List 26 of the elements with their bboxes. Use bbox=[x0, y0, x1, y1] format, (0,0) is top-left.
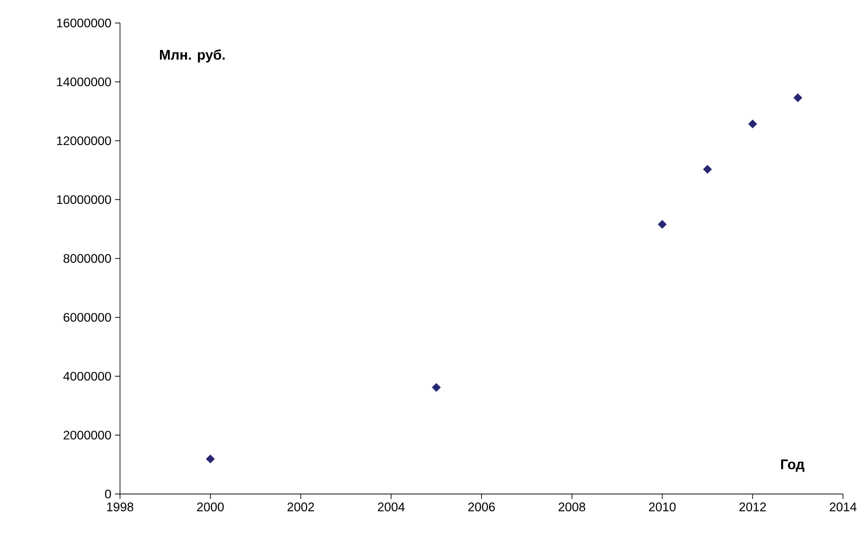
x-tick-label: 2012 bbox=[739, 502, 766, 512]
y-tick-label: 8000000 bbox=[64, 254, 111, 263]
x-tick-label: 2010 bbox=[649, 502, 676, 512]
x-tick-label: 2002 bbox=[288, 502, 314, 512]
point bbox=[206, 454, 215, 464]
x-tick-label: 2000 bbox=[197, 502, 224, 512]
point bbox=[658, 220, 667, 229]
x-tick-label: 2004 bbox=[378, 502, 405, 512]
y-tick-label: 16000000 bbox=[57, 18, 111, 28]
y-tick-label: 12000000 bbox=[57, 136, 111, 146]
y-axis-title: Млн. руб. bbox=[160, 49, 225, 63]
y-tick-label: 0 bbox=[105, 490, 112, 498]
y-tick-label: 10000000 bbox=[57, 195, 111, 204]
point bbox=[793, 93, 802, 102]
point bbox=[702, 164, 712, 174]
y-tick-label: 2000000 bbox=[64, 430, 111, 440]
point bbox=[432, 383, 441, 392]
point bbox=[748, 120, 758, 128]
y-tick-label: 6000000 bbox=[64, 312, 111, 322]
x-tick-label: 1998 bbox=[107, 502, 134, 512]
y-tick-label: 14000000 bbox=[57, 77, 111, 86]
x-tick-label: 2008 bbox=[558, 502, 586, 512]
x-tick-label: 2014 bbox=[830, 502, 856, 512]
x-tick-label: 2006 bbox=[468, 502, 495, 512]
y-tick-label: 4000000 bbox=[63, 372, 111, 381]
x-axis-title: Год bbox=[781, 460, 804, 472]
